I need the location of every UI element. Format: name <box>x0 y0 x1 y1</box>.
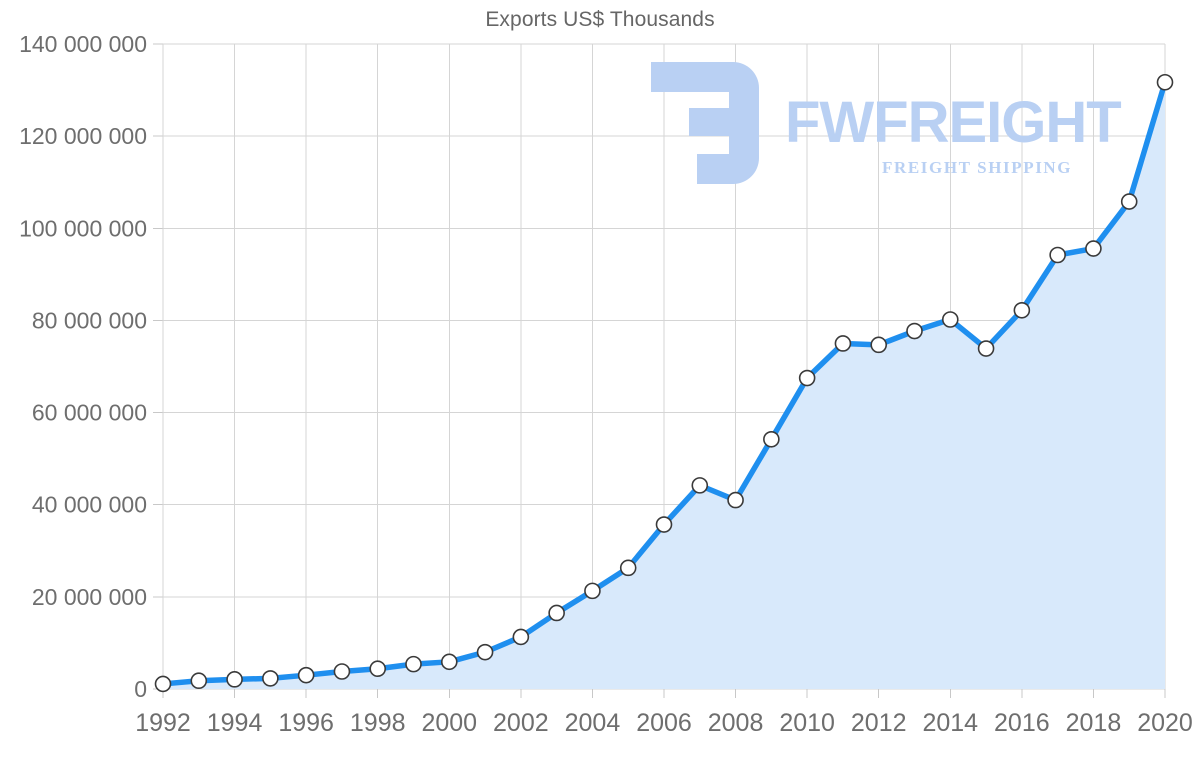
y-axis-tick-label: 40 000 000 <box>32 492 147 518</box>
data-point-marker <box>297 666 315 684</box>
y-axis-tick-label: 20 000 000 <box>32 584 147 610</box>
data-point-marker <box>691 477 709 494</box>
data-point-marker <box>655 516 673 533</box>
x-axis-tick-label: 2020 <box>1137 709 1193 737</box>
y-axis-labels: 140 000 000 120 000 000 100 000 000 80 000 … <box>19 31 147 702</box>
data-point-marker <box>440 653 458 671</box>
x-axis-tick-label: 1998 <box>350 709 406 737</box>
data-point-marker <box>262 670 279 687</box>
x-axis-tick-label: 2010 <box>779 709 835 737</box>
data-point-marker <box>154 675 172 693</box>
x-axis-tick-label: 2008 <box>708 709 764 737</box>
data-point-marker <box>727 491 744 509</box>
data-point-marker <box>1013 301 1031 319</box>
x-axis-tick-label: 1994 <box>207 709 263 737</box>
x-axis-tick-label: 2014 <box>922 709 978 737</box>
x-axis-tick-label: 2018 <box>1066 709 1122 737</box>
data-point-marker <box>906 322 923 340</box>
data-point-marker <box>977 340 995 357</box>
x-axis-tick-label: 2006 <box>636 709 692 737</box>
data-point-marker <box>1120 193 1138 210</box>
y-axis-tick-label: 0 <box>134 676 147 702</box>
x-axis-tick-label: 2016 <box>994 709 1050 737</box>
data-point-marker <box>1049 246 1066 264</box>
series-marker-group <box>154 73 1174 693</box>
x-axis-tick-label: 2002 <box>493 709 549 737</box>
y-axis-tick-label: 100 000 000 <box>19 215 147 241</box>
chart-title: Exports US$ Thousands <box>485 8 715 31</box>
x-axis-tick-label: 1996 <box>278 709 334 737</box>
data-point-marker <box>763 430 780 448</box>
y-axis-tick-label: 80 000 000 <box>32 307 147 333</box>
data-point-marker <box>941 311 959 328</box>
data-point-marker <box>584 582 601 600</box>
data-point-marker <box>619 559 637 577</box>
data-point-marker <box>476 643 494 661</box>
data-point-marker <box>834 335 852 352</box>
data-point-marker <box>1156 73 1174 91</box>
data-point-marker <box>512 628 530 646</box>
data-point-marker <box>226 671 243 688</box>
data-point-marker <box>870 336 888 354</box>
data-point-marker <box>405 655 422 673</box>
data-point-marker <box>1085 240 1102 257</box>
x-axis-tick-label: 2012 <box>851 709 907 737</box>
y-axis-tick-label: 60 000 000 <box>32 400 147 426</box>
x-axis-labels: 1992 1994 1996 1998 2000 2002 2004 2006 2008 2010… <box>135 709 1193 737</box>
x-axis-tick-label: 2000 <box>421 709 477 737</box>
data-point-marker <box>798 369 816 387</box>
y-axis-tick-label: 140 000 000 <box>19 31 147 57</box>
data-point-marker <box>333 663 351 680</box>
x-axis-tick-label: 1992 <box>135 709 191 737</box>
data-point-marker <box>190 672 208 690</box>
x-axis-tick-label: 2004 <box>565 709 621 737</box>
data-point-marker <box>548 604 565 622</box>
data-point-marker <box>369 660 387 678</box>
y-axis-tick-label: 120 000 000 <box>19 123 147 149</box>
series-area-group <box>163 82 1165 690</box>
x-gridlines <box>162 44 1166 698</box>
